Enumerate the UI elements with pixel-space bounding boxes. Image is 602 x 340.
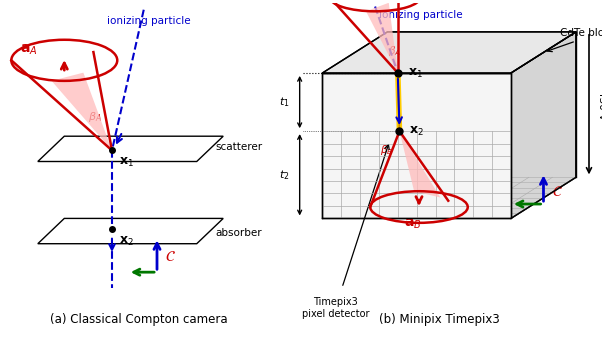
Text: CdTe block: CdTe block [560, 28, 602, 38]
Text: $\beta_B$: $\beta_B$ [380, 143, 393, 157]
Polygon shape [511, 32, 576, 218]
Polygon shape [366, 3, 398, 73]
Polygon shape [52, 73, 112, 150]
Text: $t_1$: $t_1$ [279, 95, 290, 109]
Text: ionizing particle: ionizing particle [107, 16, 191, 26]
Text: $\mathbf{a}_A$: $\mathbf{a}_A$ [20, 43, 38, 57]
Polygon shape [38, 218, 223, 244]
Text: $\mathbf{x}_1$: $\mathbf{x}_1$ [119, 156, 134, 169]
Text: (a) Classical Compton camera: (a) Classical Compton camera [49, 313, 228, 326]
Text: $\mathbf{x}_2$: $\mathbf{x}_2$ [119, 235, 134, 248]
Text: $\mathbf{x}_1$: $\mathbf{x}_1$ [408, 67, 423, 80]
Text: $\beta_A$: $\beta_A$ [388, 44, 401, 58]
Text: ionizing particle: ionizing particle [379, 10, 462, 20]
Polygon shape [38, 136, 223, 162]
Polygon shape [323, 32, 576, 73]
Text: $\mathcal{C}$: $\mathcal{C}$ [165, 249, 176, 264]
Text: $\mathbf{x}_2$: $\mathbf{x}_2$ [409, 125, 424, 138]
Text: $\mathbf{a}_B$: $\mathbf{a}_B$ [404, 217, 421, 231]
Text: Timepix3
pixel detector: Timepix3 pixel detector [302, 298, 369, 319]
Text: (b) Minipix Timepix3: (b) Minipix Timepix3 [379, 313, 500, 326]
Text: scatterer: scatterer [216, 142, 262, 152]
Text: absorber: absorber [216, 228, 262, 238]
Polygon shape [323, 73, 511, 218]
Text: $\beta_A$: $\beta_A$ [88, 110, 102, 124]
Text: $\mathcal{C}$: $\mathcal{C}$ [551, 184, 562, 199]
Text: 450 V: 450 V [597, 89, 602, 120]
Polygon shape [400, 131, 441, 198]
Text: $t_2$: $t_2$ [279, 168, 290, 182]
